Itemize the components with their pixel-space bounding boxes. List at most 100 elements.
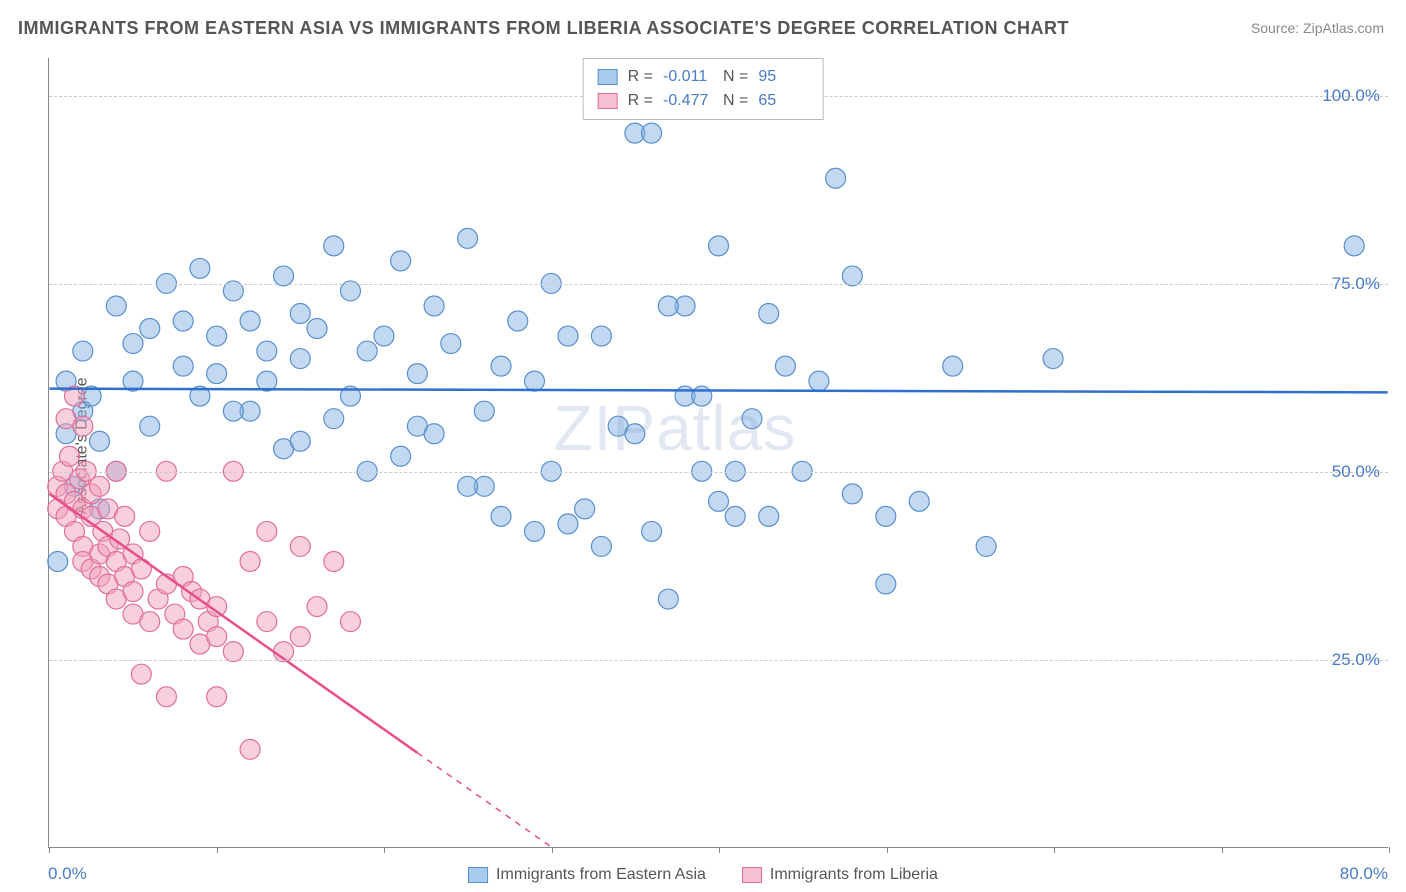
series-legend: Immigrants from Eastern AsiaImmigrants f… (468, 866, 938, 884)
x-tick-mark (384, 847, 385, 853)
scatter-point (140, 416, 160, 436)
chart-title: IMMIGRANTS FROM EASTERN ASIA VS IMMIGRAN… (18, 18, 1069, 39)
scatter-point (290, 536, 310, 556)
scatter-point (240, 311, 260, 331)
x-tick-mark (49, 847, 50, 853)
scatter-point (223, 642, 243, 662)
scatter-point (826, 168, 846, 188)
scatter-point (173, 311, 193, 331)
scatter-point (59, 446, 79, 466)
scatter-point (173, 619, 193, 639)
scatter-point (759, 506, 779, 526)
scatter-point (1043, 349, 1063, 369)
scatter-point (458, 476, 478, 496)
scatter-point (307, 597, 327, 617)
scatter-point (491, 356, 511, 376)
scatter-point (391, 251, 411, 271)
legend-swatch (742, 867, 762, 883)
scatter-point (48, 551, 68, 571)
scatter-point (340, 612, 360, 632)
scatter-point (658, 296, 678, 316)
scatter-point (775, 356, 795, 376)
r-value: -0.011 (663, 65, 713, 89)
grid-line (49, 284, 1388, 285)
scatter-point (876, 574, 896, 594)
scatter-point (131, 664, 151, 684)
scatter-point (391, 446, 411, 466)
x-tick-mark (1054, 847, 1055, 853)
scatter-point (290, 431, 310, 451)
scatter-point (508, 311, 528, 331)
scatter-point (257, 341, 277, 361)
scatter-point (742, 409, 762, 429)
scatter-point (625, 424, 645, 444)
scatter-point (115, 506, 135, 526)
legend-item: Immigrants from Eastern Asia (468, 866, 706, 884)
correlation-row: R =-0.011N =95 (598, 65, 809, 89)
r-label: R = (628, 89, 653, 113)
scatter-point (156, 687, 176, 707)
scatter-point (207, 326, 227, 346)
scatter-point (324, 409, 344, 429)
trend-line (49, 494, 417, 753)
y-tick-label: 25.0% (1332, 650, 1380, 670)
scatter-point (591, 536, 611, 556)
y-tick-label: 50.0% (1332, 462, 1380, 482)
y-tick-label: 100.0% (1322, 86, 1380, 106)
scatter-point (474, 401, 494, 421)
scatter-point (591, 326, 611, 346)
n-value: 65 (758, 89, 808, 113)
x-tick-mark (887, 847, 888, 853)
correlation-row: R = -0.477 N = 65 (598, 89, 809, 113)
scatter-point (123, 582, 143, 602)
scatter-point (709, 236, 729, 256)
scatter-point (458, 228, 478, 248)
scatter-point (106, 296, 126, 316)
scatter-point (909, 491, 929, 511)
scatter-point (140, 521, 160, 541)
scatter-point (943, 356, 963, 376)
scatter-point (491, 506, 511, 526)
n-label: N = (723, 65, 748, 89)
y-tick-label: 75.0% (1332, 274, 1380, 294)
scatter-point (558, 326, 578, 346)
grid-line (49, 660, 1388, 661)
x-tick-mark (552, 847, 553, 853)
correlation-legend: R =-0.011N =95R =-0.477N =65 (583, 58, 824, 120)
scatter-point (725, 506, 745, 526)
scatter-point (90, 476, 110, 496)
scatter-point (1344, 236, 1364, 256)
x-tick-mark (1389, 847, 1390, 853)
scatter-point (642, 123, 662, 143)
x-tick-mark (719, 847, 720, 853)
grid-line (49, 472, 1388, 473)
scatter-point (424, 424, 444, 444)
scatter-plot-svg (49, 58, 1388, 847)
scatter-point (257, 521, 277, 541)
scatter-point (257, 612, 277, 632)
x-tick-mark (1222, 847, 1223, 853)
legend-swatch (468, 867, 488, 883)
source-attribution: Source: ZipAtlas.com (1251, 20, 1384, 36)
scatter-point (407, 364, 427, 384)
n-label: N = (723, 89, 748, 113)
scatter-point (809, 371, 829, 391)
scatter-point (842, 484, 862, 504)
scatter-point (357, 341, 377, 361)
scatter-point (759, 303, 779, 323)
scatter-point (324, 551, 344, 571)
scatter-point (140, 319, 160, 339)
scatter-point (223, 401, 243, 421)
trend-line (49, 389, 1387, 393)
scatter-point (207, 687, 227, 707)
x-axis-max-label: 80.0% (1340, 864, 1388, 884)
scatter-point (876, 506, 896, 526)
scatter-point (73, 341, 93, 361)
scatter-point (307, 319, 327, 339)
scatter-point (524, 371, 544, 391)
r-value: -0.477 (663, 89, 713, 113)
scatter-point (140, 612, 160, 632)
scatter-point (173, 356, 193, 376)
trend-line-dashed (417, 753, 551, 847)
legend-swatch (598, 69, 618, 85)
